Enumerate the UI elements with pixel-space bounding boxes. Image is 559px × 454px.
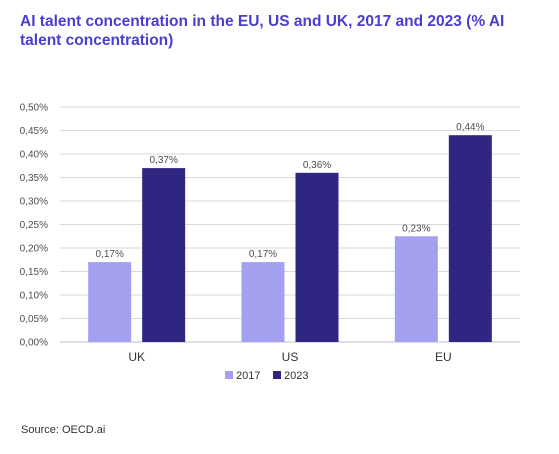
y-tick-label: 0,15% <box>20 267 48 278</box>
y-tick-label: 0,25% <box>20 220 48 231</box>
x-tick-label: US <box>282 350 299 364</box>
source-note: Source: OECD.ai <box>21 424 106 436</box>
gridlines <box>60 106 520 343</box>
x-tick-label: UK <box>128 350 145 364</box>
x-tick-label: EU <box>435 350 452 364</box>
data-label: 0,37% <box>149 155 177 166</box>
data-labels: 0,17% 0,37% 0,17% 0,36% 0,23% 0,44% <box>95 122 484 260</box>
legend-label: 2023 <box>284 370 308 382</box>
data-label: 0,36% <box>303 160 331 171</box>
data-label: 0,17% <box>249 249 277 260</box>
bar-eu-2023 <box>448 135 492 342</box>
bars <box>88 135 492 342</box>
legend: 2017 2023 <box>225 370 308 382</box>
y-tick-label: 0,10% <box>20 291 48 302</box>
y-tick-label: 0,40% <box>20 150 48 161</box>
y-tick-label: 0,20% <box>20 244 48 255</box>
legend-swatch <box>225 371 233 379</box>
data-label: 0,17% <box>95 249 123 260</box>
y-tick-label: 0,35% <box>20 173 48 184</box>
y-axis: 0,00% 0,05% 0,10% 0,15% 0,20% 0,25% 0,30% 0,35%… <box>20 103 48 349</box>
bar-uk-2017 <box>88 262 132 342</box>
y-tick-label: 0,00% <box>20 338 48 349</box>
data-label: 0,44% <box>456 122 484 133</box>
y-tick-label: 0,05% <box>20 314 48 325</box>
legend-label: 2017 <box>236 370 260 382</box>
y-tick-label: 0,30% <box>20 197 48 208</box>
bar-uk-2023 <box>142 168 186 342</box>
chart-title: AI talent concentration in the EU, US an… <box>20 13 505 49</box>
bar-us-2017 <box>241 262 285 342</box>
y-tick-label: 0,45% <box>20 126 48 137</box>
bar-us-2023 <box>295 172 339 342</box>
bar-eu-2017 <box>394 236 438 342</box>
data-label: 0,23% <box>402 223 430 234</box>
legend-swatch <box>273 371 281 379</box>
x-axis: UK US EU <box>128 350 451 364</box>
y-tick-label: 0,50% <box>20 103 48 114</box>
